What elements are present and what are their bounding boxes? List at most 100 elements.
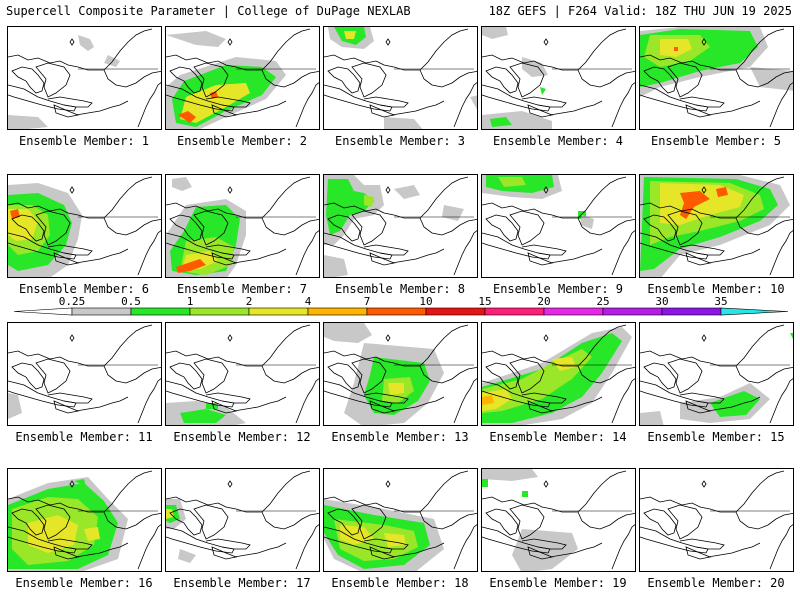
- lake-outline: [482, 84, 551, 112]
- lake-outline: [679, 96, 725, 108]
- member-label: Ensemble Member: 15: [647, 430, 785, 444]
- lake-outline: [324, 232, 393, 260]
- lake-outline: [327, 214, 361, 242]
- member-label: Ensemble Member: 10: [647, 282, 785, 296]
- scp-shaded-area: [394, 185, 420, 199]
- coastline: [324, 54, 420, 71]
- member-label: Ensemble Member: 12: [173, 430, 311, 444]
- lake-outline: [521, 538, 567, 550]
- lake-outline: [509, 62, 545, 98]
- lake-outline: [35, 358, 71, 394]
- ensemble-map-7: [165, 174, 320, 278]
- coastline: [261, 470, 311, 513]
- member-label: Ensemble Member: 1: [18, 134, 150, 148]
- coastline: [577, 69, 635, 88]
- member-label: Ensemble Member: 11: [15, 430, 153, 444]
- coastline: [261, 217, 319, 236]
- coastline: [8, 350, 104, 367]
- lake-outline: [521, 392, 567, 404]
- lake-outline: [509, 210, 545, 246]
- lake-outline: [205, 96, 251, 108]
- lake-outline: [643, 362, 677, 390]
- lake-outline: [482, 232, 551, 260]
- legend-color-bin: [189, 307, 250, 316]
- lake-outline: [169, 362, 203, 390]
- map-canvas: [482, 324, 635, 425]
- coastline: [577, 365, 635, 384]
- coastline: [707, 542, 761, 558]
- ensemble-map-19: [481, 468, 636, 572]
- diamond-marker: [543, 480, 549, 488]
- scp-shaded-area: [74, 479, 86, 487]
- coastline: [577, 511, 635, 530]
- legend-arrow-right: [720, 307, 789, 316]
- lake-outline: [47, 538, 93, 550]
- lake-outline: [667, 62, 703, 98]
- coastline: [611, 82, 635, 128]
- coastline: [419, 176, 469, 219]
- coastline: [261, 324, 311, 367]
- coastline: [137, 82, 161, 128]
- ensemble-map-16: [7, 468, 162, 572]
- scp-shaded-area: [324, 255, 348, 277]
- diamond-marker: [385, 38, 391, 46]
- lake-outline: [205, 392, 251, 404]
- coastline: [577, 176, 627, 219]
- lake-outline: [166, 380, 235, 408]
- legend-tick-label: 0.5: [121, 295, 141, 308]
- lake-outline: [327, 66, 361, 94]
- lake-outline: [509, 504, 545, 540]
- coastline: [640, 350, 736, 367]
- coastline: [577, 217, 635, 236]
- diamond-marker: [701, 334, 707, 342]
- lake-outline: [363, 538, 409, 550]
- lake-outline: [193, 62, 229, 98]
- coastline: [166, 202, 262, 219]
- coastline: [640, 202, 736, 219]
- ensemble-map-12: [165, 322, 320, 426]
- scp-shaded-area: [8, 393, 22, 419]
- member-label: Ensemble Member: 20: [647, 576, 785, 590]
- legend-color-bin: [130, 307, 191, 316]
- diamond-marker: [543, 186, 549, 194]
- coastline: [707, 248, 761, 264]
- scp-shaded-area: [710, 391, 760, 417]
- coastline: [735, 176, 785, 219]
- scp-shaded-area: [540, 87, 546, 95]
- coastline: [295, 524, 319, 570]
- coastline: [577, 470, 627, 513]
- lake-outline: [205, 538, 251, 550]
- member-label: Ensemble Member: 14: [489, 430, 627, 444]
- lake-outline: [166, 232, 235, 260]
- lake-outline: [369, 400, 396, 414]
- lake-outline: [169, 214, 203, 242]
- coastline: [611, 524, 635, 570]
- lake-outline: [369, 546, 396, 560]
- lake-outline: [521, 244, 567, 256]
- map-canvas: [324, 27, 477, 129]
- coastline: [233, 100, 287, 116]
- coastline: [137, 378, 161, 424]
- scp-shaded-area: [172, 177, 192, 191]
- legend-tick-label: 30: [655, 295, 668, 308]
- lake-outline: [351, 358, 387, 394]
- coastline: [103, 176, 153, 219]
- scp-shaded-area: [482, 479, 488, 487]
- lake-outline: [369, 252, 396, 266]
- map-canvas: [324, 470, 477, 571]
- coastline: [103, 28, 153, 71]
- legend-tick-label: 20: [537, 295, 550, 308]
- diamond-marker: [543, 38, 549, 46]
- coastline: [75, 248, 129, 264]
- legend-color-bin: [71, 307, 132, 316]
- scp-shaded-area: [482, 469, 538, 481]
- lake-outline: [47, 96, 93, 108]
- coastline: [735, 28, 785, 71]
- coastline: [769, 82, 793, 128]
- lake-outline: [351, 62, 387, 98]
- scp-shaded-area: [28, 515, 78, 553]
- lake-outline: [193, 358, 229, 394]
- member-label: Ensemble Member: 5: [650, 134, 782, 148]
- coastline: [735, 470, 785, 513]
- map-canvas: [324, 323, 477, 425]
